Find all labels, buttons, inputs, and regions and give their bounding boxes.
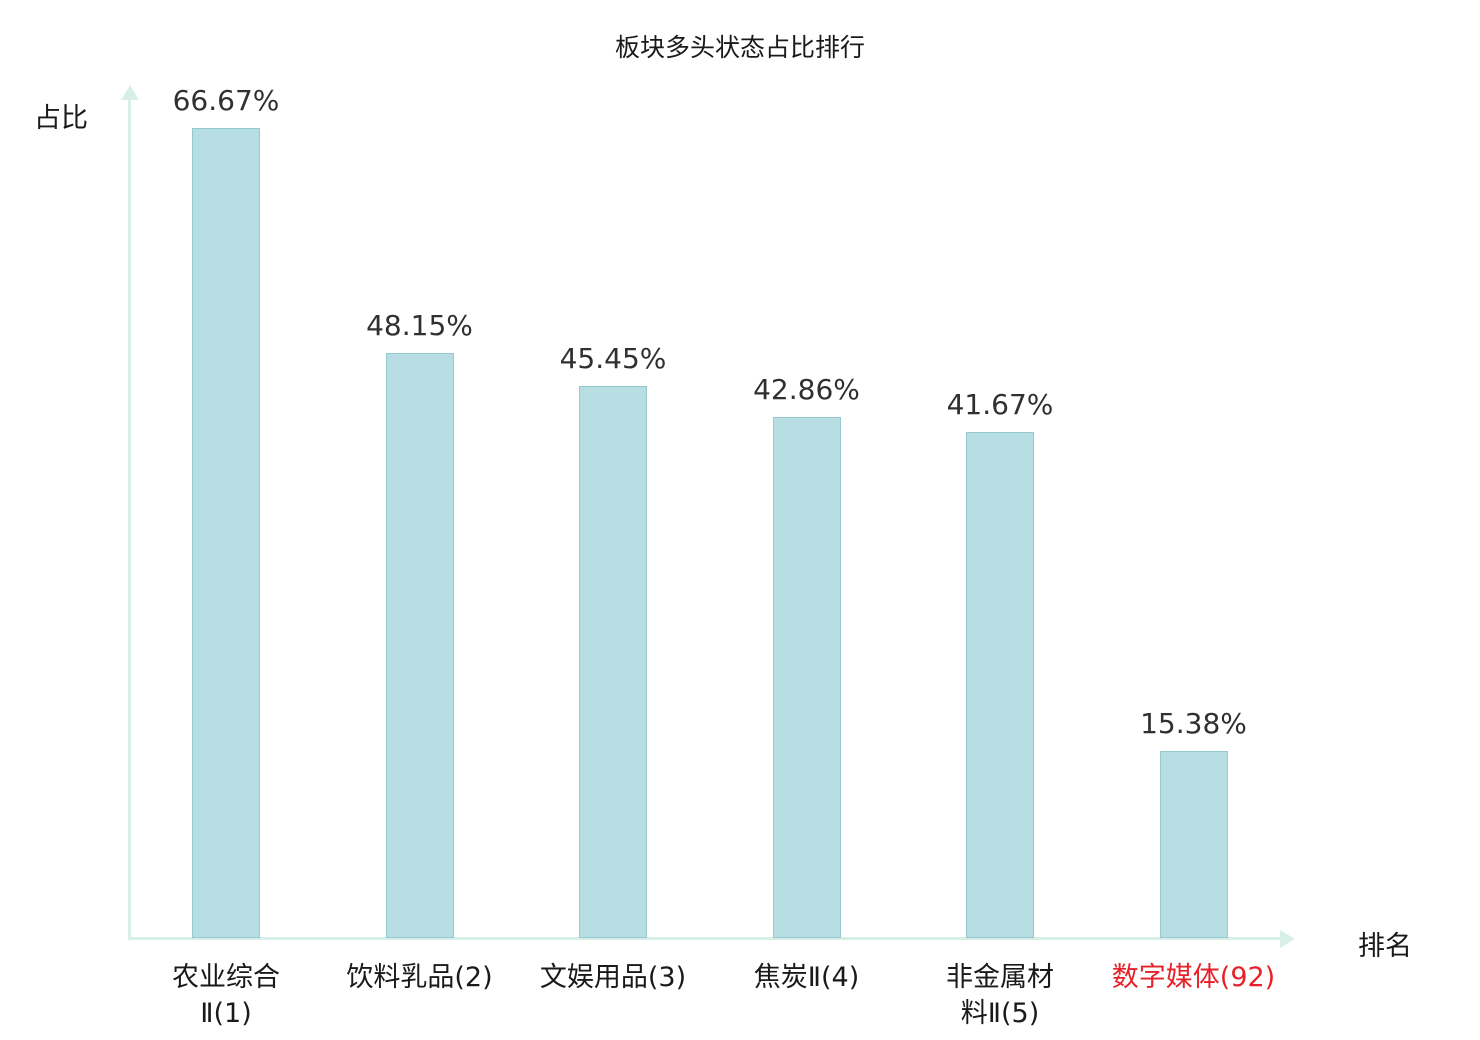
bar-category-label: 饮料乳品(2) xyxy=(310,960,530,996)
x-axis-line xyxy=(128,937,1280,940)
bar-category-label: 数字媒体(92) xyxy=(1084,960,1304,996)
bar-category-label-line: 数字媒体(92) xyxy=(1111,962,1276,993)
bar-category-label-line: Ⅱ(1) xyxy=(200,998,252,1030)
y-axis-arrow-icon xyxy=(121,85,139,100)
bar-category-label: 农业综合 Ⅱ(1) xyxy=(116,960,336,1033)
bar-category-label: 焦炭Ⅱ(4) xyxy=(697,960,917,996)
bar-category-label-line: 饮料乳品(2) xyxy=(346,962,493,993)
bar-value-label: 41.67% xyxy=(946,388,1054,421)
bar xyxy=(966,432,1034,938)
bar-category-label-line: 焦炭Ⅱ(4) xyxy=(753,962,860,993)
bar xyxy=(1159,751,1228,938)
bar-value-label: 48.15% xyxy=(366,309,473,342)
bar xyxy=(192,128,260,938)
x-axis-label: 排名 xyxy=(1358,931,1412,962)
bar-value-label: 15.38% xyxy=(1140,707,1247,740)
bar-value-label: 45.45% xyxy=(559,342,667,375)
bar-category-label-line: 农业综合 xyxy=(172,962,280,993)
chart-title: 板块多头状态占比排行 xyxy=(614,33,865,62)
bar-category-label-line: 非金属材 xyxy=(946,962,1054,993)
y-axis-label: 占比 xyxy=(34,103,88,134)
bar xyxy=(385,353,454,938)
bar-category-label: 文娱用品(3) xyxy=(503,960,723,996)
bar xyxy=(772,417,841,938)
bar-value-label: 66.67% xyxy=(172,84,280,117)
bar-value-label: 42.86% xyxy=(753,373,860,406)
x-axis-arrow-icon xyxy=(1280,929,1295,948)
y-axis-line xyxy=(128,98,131,940)
bar-category-label-line: 文娱用品(3) xyxy=(539,962,687,993)
bar xyxy=(579,386,647,938)
bar-category-label-line: 料Ⅱ(5) xyxy=(960,998,1040,1030)
bar-category-label: 非金属材料Ⅱ(5) xyxy=(890,960,1110,1033)
